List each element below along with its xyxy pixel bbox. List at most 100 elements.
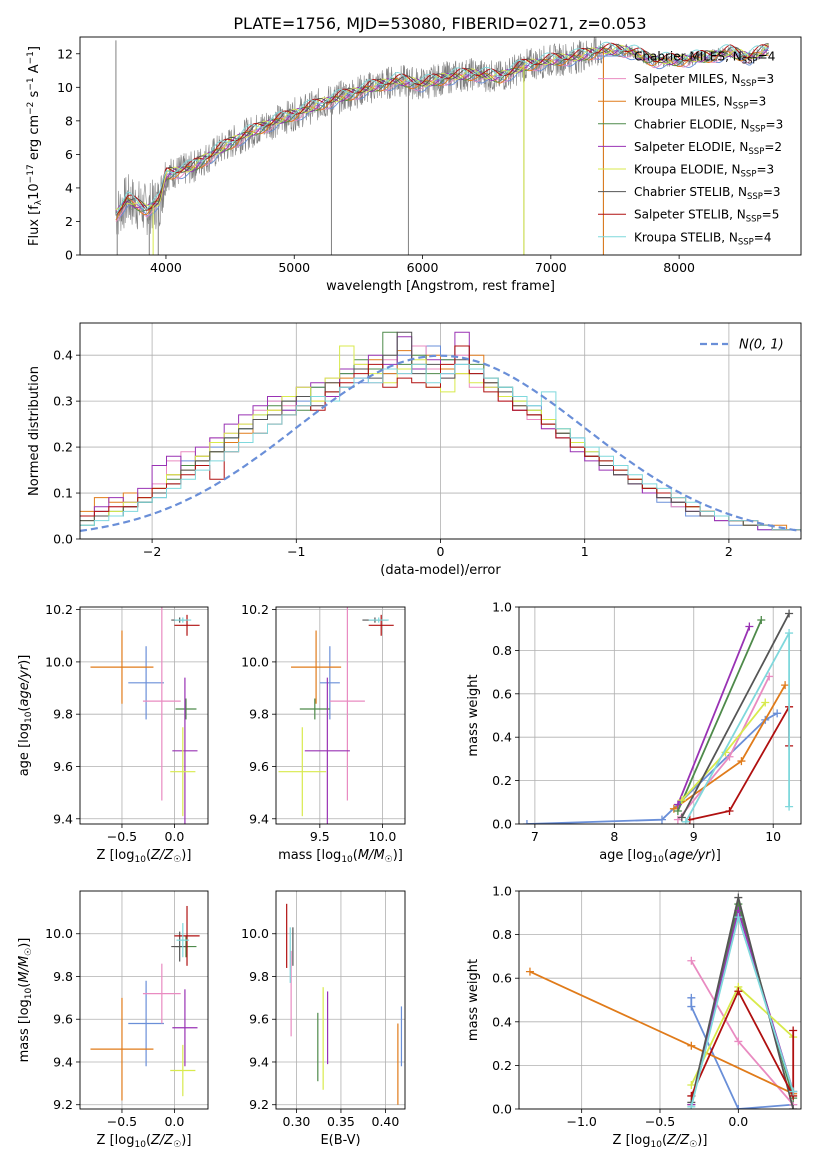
y-tick-label: 0.2 [492,773,512,788]
y-tick-label: 9.6 [249,759,269,774]
weight-marker [734,893,743,902]
axes-age_vs_mass: 9.5 10.0 9.4 9.6 9.8 10.0 10.2 mass [log10(M/M☉… [241,602,406,865]
weight-marker [737,757,746,766]
weight-marker [687,1002,696,1011]
axes-frame [518,890,802,1110]
weight-marker [734,913,743,922]
x-axis-label: Z [log10(Z/Z☉)] [613,1133,708,1150]
plot-content [522,609,794,824]
x-tick-label: 2 [725,544,733,559]
y-tick-label: 9.4 [53,811,73,826]
y-tick-label: 1.0 [492,600,512,615]
y-tick-label: 0.0 [53,532,73,547]
y-tick-label: 0.0 [492,1102,512,1117]
axes-mass_vs_ebv: 0.30 0.35 0.40 9.2 9.4 9.6 9.8 10.0 E(B-V) [241,890,406,1148]
y-tick-label: 9.8 [249,707,269,722]
y-tick-label: 10.2 [241,602,269,617]
weight-marker [677,796,686,805]
y-tick-label: 0.2 [53,440,73,455]
y-tick-label: 10.0 [45,654,73,669]
x-tick-label: 9.5 [310,829,330,844]
weight-marker [673,800,682,809]
x-tick-label: 10 [765,829,781,844]
x-tick-label: 4000 [150,260,182,275]
weight-marker [745,622,754,631]
y-axis-label: age [log10(age/yr)] [17,655,34,777]
axes-frame [79,890,209,1110]
weight-marker [687,1041,696,1050]
x-tick-label: −0.5 [645,1114,675,1129]
y-tick-label: 4 [65,180,73,195]
y-tick-label: 2 [65,214,73,229]
axes-frame [79,322,802,540]
weight-marker [734,1037,743,1046]
weight-marker [785,802,794,811]
legend-label: Chabrier MILES, NSSP=4 [634,50,775,67]
axes-mass_weight_vs_Z: −1.0 −0.5 0.0 0.0 0.2 0.4 0.6 0.8 1.0 Z [log10(Z/… [466,884,802,1150]
axes-frame [79,36,802,256]
x-tick-label: 10.0 [369,829,397,844]
y-tick-label: 0.2 [492,1058,512,1073]
x-tick-label: 0.30 [283,1114,311,1129]
y-tick-label: 9.4 [249,1054,269,1069]
weight-line-salpeter-elodie [677,626,751,805]
y-axis-label: Flux [fλ10−17 erg cm−2 s−1 A−1] [26,46,44,246]
x-tick-label: 0.0 [164,829,184,844]
y-tick-label: 10.2 [45,602,73,617]
legend-label: Chabrier STELIB, NSSP=3 [634,185,781,202]
y-tick-label: 9.4 [249,811,269,826]
y-tick-label: 0.3 [53,394,73,409]
normal-curve [80,354,801,532]
weight-marker [687,993,696,1002]
y-tick-label: 10.0 [241,654,269,669]
weight-marker [681,817,690,824]
weight-marker [677,813,686,822]
y-tick-label: 9.2 [53,1097,73,1112]
weight-line-chabrier-stelib [681,613,790,818]
x-tick-label: 0.40 [372,1114,400,1129]
x-axis-label: wavelength [Angstrom, rest frame] [326,279,555,294]
y-tick-label: 9.6 [53,1012,73,1027]
weight-marker [773,709,782,718]
x-tick-label: −2 [143,544,161,559]
y-tick-label: 0.4 [492,1014,512,1029]
weight-marker [789,1026,798,1035]
weight-marker [522,820,531,824]
weight-marker [781,681,790,690]
y-tick-label: 0.4 [492,730,512,745]
spectrum-legend: Chabrier MILES, NSSP=4 Salpeter MILES, NS… [598,50,783,247]
x-tick-label: 5000 [278,260,310,275]
x-axis-label: age [log10(age/yr)] [599,848,721,865]
legend-label: Salpeter MILES, NSSP=3 [634,72,774,89]
legend-label: Chabrier ELODIE, NSSP=3 [634,117,783,134]
x-tick-label: 8000 [663,260,695,275]
axes-residuals: −2 −1 0 1 2 0.0 0.1 0.2 0.3 0.4 N(0, 1) (data-model… [27,322,802,578]
x-tick-label: 8 [610,829,618,844]
y-tick-label: 8 [65,113,73,128]
y-tick-label: 9.8 [53,969,73,984]
axes-frame [275,890,406,1110]
plot-area [80,607,208,824]
weight-marker [657,815,666,824]
weight-marker [734,987,743,996]
x-axis-label: (data-model)/error [380,563,501,578]
model-line-salpeter-stelib [115,42,769,216]
axes-mass_vs_Z: −0.5 0.0 9.2 9.4 9.6 9.8 10.0 Z [log10(Z/Z☉)] ma… [17,890,209,1150]
x-tick-label: 6000 [407,260,439,275]
y-tick-label: 10 [57,80,73,95]
x-axis-label: mass [log10(M/M☉)] [278,848,403,865]
weight-marker [734,1105,743,1109]
model-line-kroupa-stelib [115,41,769,215]
weight-line-chabrier-elodie [677,619,763,812]
legend-label: Kroupa STELIB, NSSP=4 [634,230,772,247]
y-axis-label: Normed distribution [27,366,42,496]
plot-content [90,607,200,824]
y-tick-label: 12 [57,46,73,61]
weight-marker [789,1087,798,1096]
x-axis-label: E(B-V) [320,1133,360,1148]
weight-marker [525,967,534,976]
legend-label-normal: N(0, 1) [739,338,784,353]
y-tick-label: 0.0 [492,817,512,832]
plot-content [278,607,394,824]
